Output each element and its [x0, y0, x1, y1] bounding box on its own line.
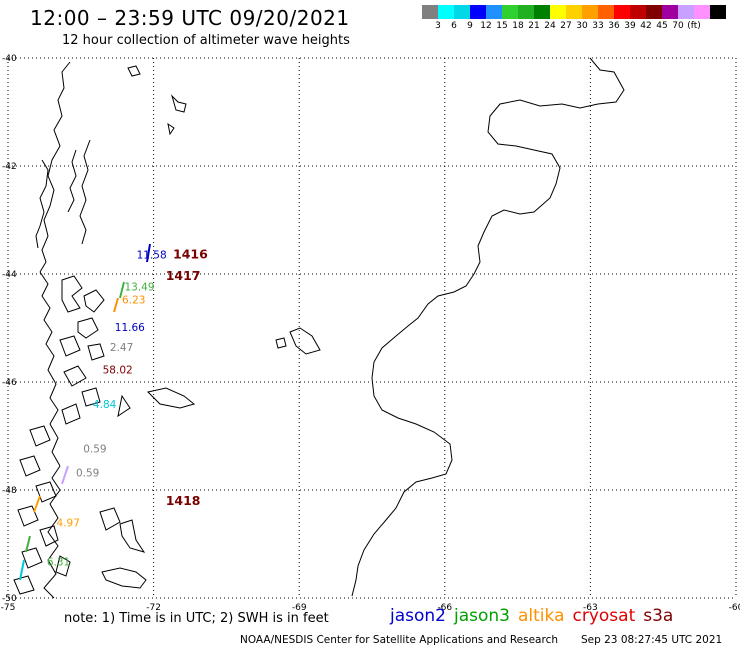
legend-satellite-jason3: jason3: [454, 606, 510, 626]
footer-note: note: 1) Time is in UTC; 2) SWH is in fe…: [64, 611, 329, 626]
satellite-tracks: [19, 243, 151, 581]
longitude-tick-label: -60: [729, 603, 740, 613]
map-title: 12:00 – 23:59 UTC 09/20/2021: [30, 6, 350, 30]
color-scale-label: 21: [528, 21, 540, 31]
latitude-tick-label: -46: [2, 378, 17, 388]
legend-satellite-s3a: s3a: [643, 606, 674, 626]
swh-value-label: 13.49: [124, 282, 154, 294]
color-scale-swatch: [534, 5, 550, 19]
latitude-tick-label: -44: [2, 270, 17, 280]
longitude-tick-label: -63: [583, 603, 598, 613]
credit-text: NOAA/NESDIS Center for Satellite Applica…: [240, 634, 558, 646]
legend-satellite-cryosat: cryosat: [572, 606, 636, 626]
swh-value-label: 6.31: [47, 557, 70, 569]
color-scale-label: 9: [467, 21, 473, 31]
color-scale-swatch: [486, 5, 502, 19]
swh-value-label: 2.47: [110, 342, 133, 354]
color-scale-bar: [422, 5, 726, 19]
argentina-coastline: [351, 57, 625, 597]
swh-value-label: 0.59: [83, 444, 106, 456]
latitude-tick-label: -48: [2, 486, 17, 496]
color-scale-swatch: [454, 5, 470, 19]
latitude-tick-label: -50: [2, 594, 17, 604]
color-scale-swatch: [662, 5, 678, 19]
swh-value-label: 0.59: [76, 468, 99, 480]
color-scale-label: 27: [560, 21, 572, 31]
axis-tick-labels: -40 -42 -44 -46 -48 -50-75 -72 -69 -66 -63 -60: [1, 54, 740, 613]
color-scale-label: (ft): [687, 21, 701, 31]
color-scale-swatch: [422, 5, 438, 19]
longitude-tick-label: -75: [1, 603, 16, 613]
color-scale-swatch: [582, 5, 598, 19]
color-scale-swatch: [598, 5, 614, 19]
map-subtitle: 12 hour collection of altimeter wave hei…: [62, 33, 350, 48]
cycle-number-label: 1417: [166, 268, 201, 283]
color-scale-swatch: [550, 5, 566, 19]
legend-satellite-altika: altika: [518, 606, 565, 626]
swh-value-label: 6.23: [122, 295, 145, 307]
longitude-tick-label: -69: [292, 603, 307, 613]
color-scale-labels: 3 6 9 12 15 18 21 24 27 30 33 36 39 42 45 70 (ft): [422, 21, 740, 35]
color-scale-label: 33: [592, 21, 604, 31]
color-scale-swatch: [630, 5, 646, 19]
color-scale-label: 30: [576, 21, 588, 31]
cycle-number-label: 1418: [166, 493, 201, 508]
swh-value-label: 11.66: [115, 322, 145, 334]
color-scale-swatch: [566, 5, 582, 19]
legend-satellite-jason2: jason2: [390, 606, 446, 626]
latitude-tick-label: -42: [2, 162, 17, 172]
color-scale-label: 24: [544, 21, 556, 31]
latitude-tick-label: -40: [2, 54, 17, 64]
color-scale-swatch: [518, 5, 534, 19]
color-scale-swatch: [694, 5, 710, 19]
color-scale-label: 42: [640, 21, 652, 31]
swh-value-label: 11.58: [137, 249, 167, 261]
color-scale-label: 15: [496, 21, 508, 31]
color-scale-label: 6: [451, 21, 457, 31]
chile-coastline: [13, 61, 321, 599]
color-scale-label: 45: [656, 21, 668, 31]
credit-timestamp: Sep 23 08:27:45 UTC 2021: [581, 634, 723, 646]
color-scale-swatch: [470, 5, 486, 19]
longitude-tick-label: -72: [146, 603, 161, 613]
color-scale-label: 18: [512, 21, 524, 31]
swh-value-label: 58.02: [103, 364, 133, 376]
satellite-legend: jason2 jason3 altika cryosat s3a: [390, 606, 681, 626]
longitude-tick-label: -66: [437, 603, 452, 613]
color-scale-label: 12: [480, 21, 492, 31]
swh-value-labels: 11.58 13.496.23 11.66 2.47 58.02 4.84 0.59 0.59…: [47, 249, 167, 568]
color-scale-label: 3: [435, 21, 441, 31]
color-scale-swatch: [438, 5, 454, 19]
color-scale-label: 36: [608, 21, 620, 31]
swh-value-label: 4.97: [57, 518, 80, 530]
color-scale-swatch: [710, 5, 726, 19]
swh-value-label: 4.84: [93, 399, 117, 411]
cycle-number-labels: 1416 1417 1418: [166, 246, 208, 508]
color-scale-swatch: [678, 5, 694, 19]
cycle-number-label: 1416: [173, 246, 208, 261]
color-scale-label: 70: [672, 21, 684, 31]
color-scale-swatch: [614, 5, 630, 19]
color-scale-label: 39: [624, 21, 636, 31]
color-scale-swatch: [646, 5, 662, 19]
color-scale-swatch: [502, 5, 518, 19]
